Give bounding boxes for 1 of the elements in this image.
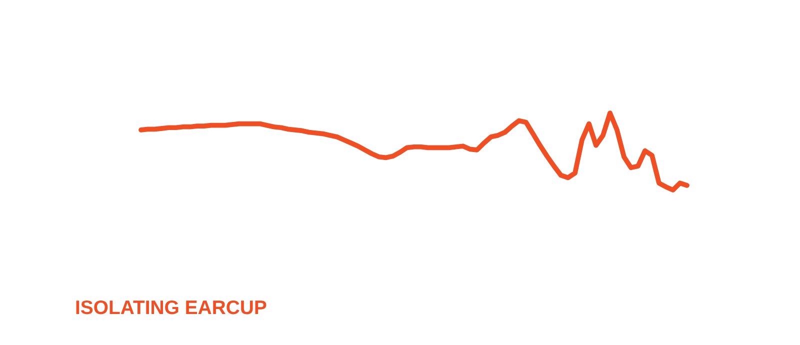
text: ISOLATING EARCUP <box>76 300 266 314</box>
